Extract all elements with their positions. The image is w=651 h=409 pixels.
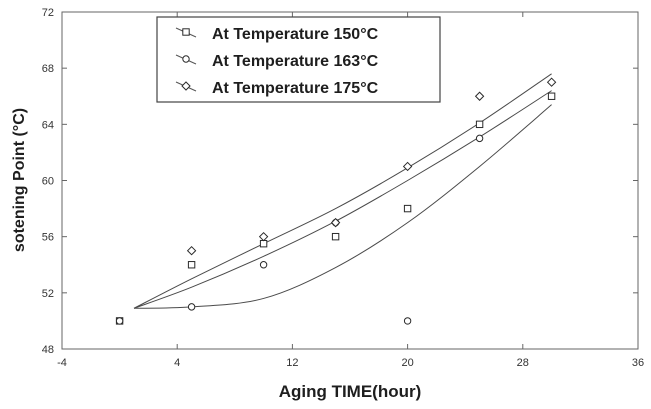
y-tick-label: 48: [42, 344, 54, 356]
y-tick-label: 64: [42, 119, 54, 131]
y-tick-label: 68: [42, 63, 54, 75]
legend-label: At Temperature 163°C: [212, 53, 379, 70]
x-axis-ticks: -4 4 12 20 28 36: [57, 12, 644, 369]
x-tick-label: 28: [517, 357, 529, 369]
x-tick-label: 36: [632, 357, 644, 369]
x-tick-label: 20: [401, 357, 413, 369]
data-point-diamond: [402, 161, 413, 172]
fit-curve: [133, 104, 552, 309]
y-axis-ticks: 48 52 56 60 64 68 72: [42, 7, 638, 356]
data-point-square: [187, 261, 196, 269]
data-point-diamond: [474, 91, 485, 101]
legend-label: At Temperature 150°C: [212, 26, 379, 43]
data-point-square: [475, 120, 484, 129]
x-tick-label: 12: [286, 357, 298, 369]
legend-marker-square: [182, 28, 190, 36]
data-point-square: [331, 232, 340, 241]
fit-curve: [133, 90, 552, 309]
data-point-diamond: [186, 246, 197, 256]
fit-curves: [133, 73, 552, 309]
data-points: [115, 77, 557, 325]
data-point-circle: [259, 261, 268, 269]
legend-marker-circle: [182, 55, 190, 63]
data-point-diamond: [546, 77, 557, 87]
y-tick-label: 72: [42, 7, 54, 19]
data-point-diamond: [330, 217, 341, 228]
x-axis-label: Aging TIME(hour): [279, 382, 422, 401]
legend-box: [156, 16, 441, 103]
x-tick-label: -4: [57, 357, 67, 369]
legend-marker-diamond: [181, 81, 191, 91]
y-tick-label: 56: [42, 232, 54, 244]
data-point-square: [547, 92, 556, 100]
x-tick-label: 4: [174, 357, 180, 369]
legend-label: At Temperature 175°C: [212, 80, 379, 97]
data-point-square: [403, 204, 412, 213]
y-tick-label: 52: [42, 288, 54, 300]
y-tick-label: 60: [42, 176, 54, 188]
data-point-circle: [475, 134, 484, 143]
data-point-diamond: [258, 231, 269, 242]
data-point-square: [259, 239, 268, 248]
data-point-circle: [187, 303, 196, 311]
legend: At Temperature 150°C At Temperature 163°C…: [156, 16, 441, 103]
y-axis-label: sotening Point (°C): [11, 108, 28, 252]
data-point-circle: [115, 317, 124, 325]
data-point-circle: [403, 317, 412, 325]
fit-curve: [133, 73, 552, 309]
